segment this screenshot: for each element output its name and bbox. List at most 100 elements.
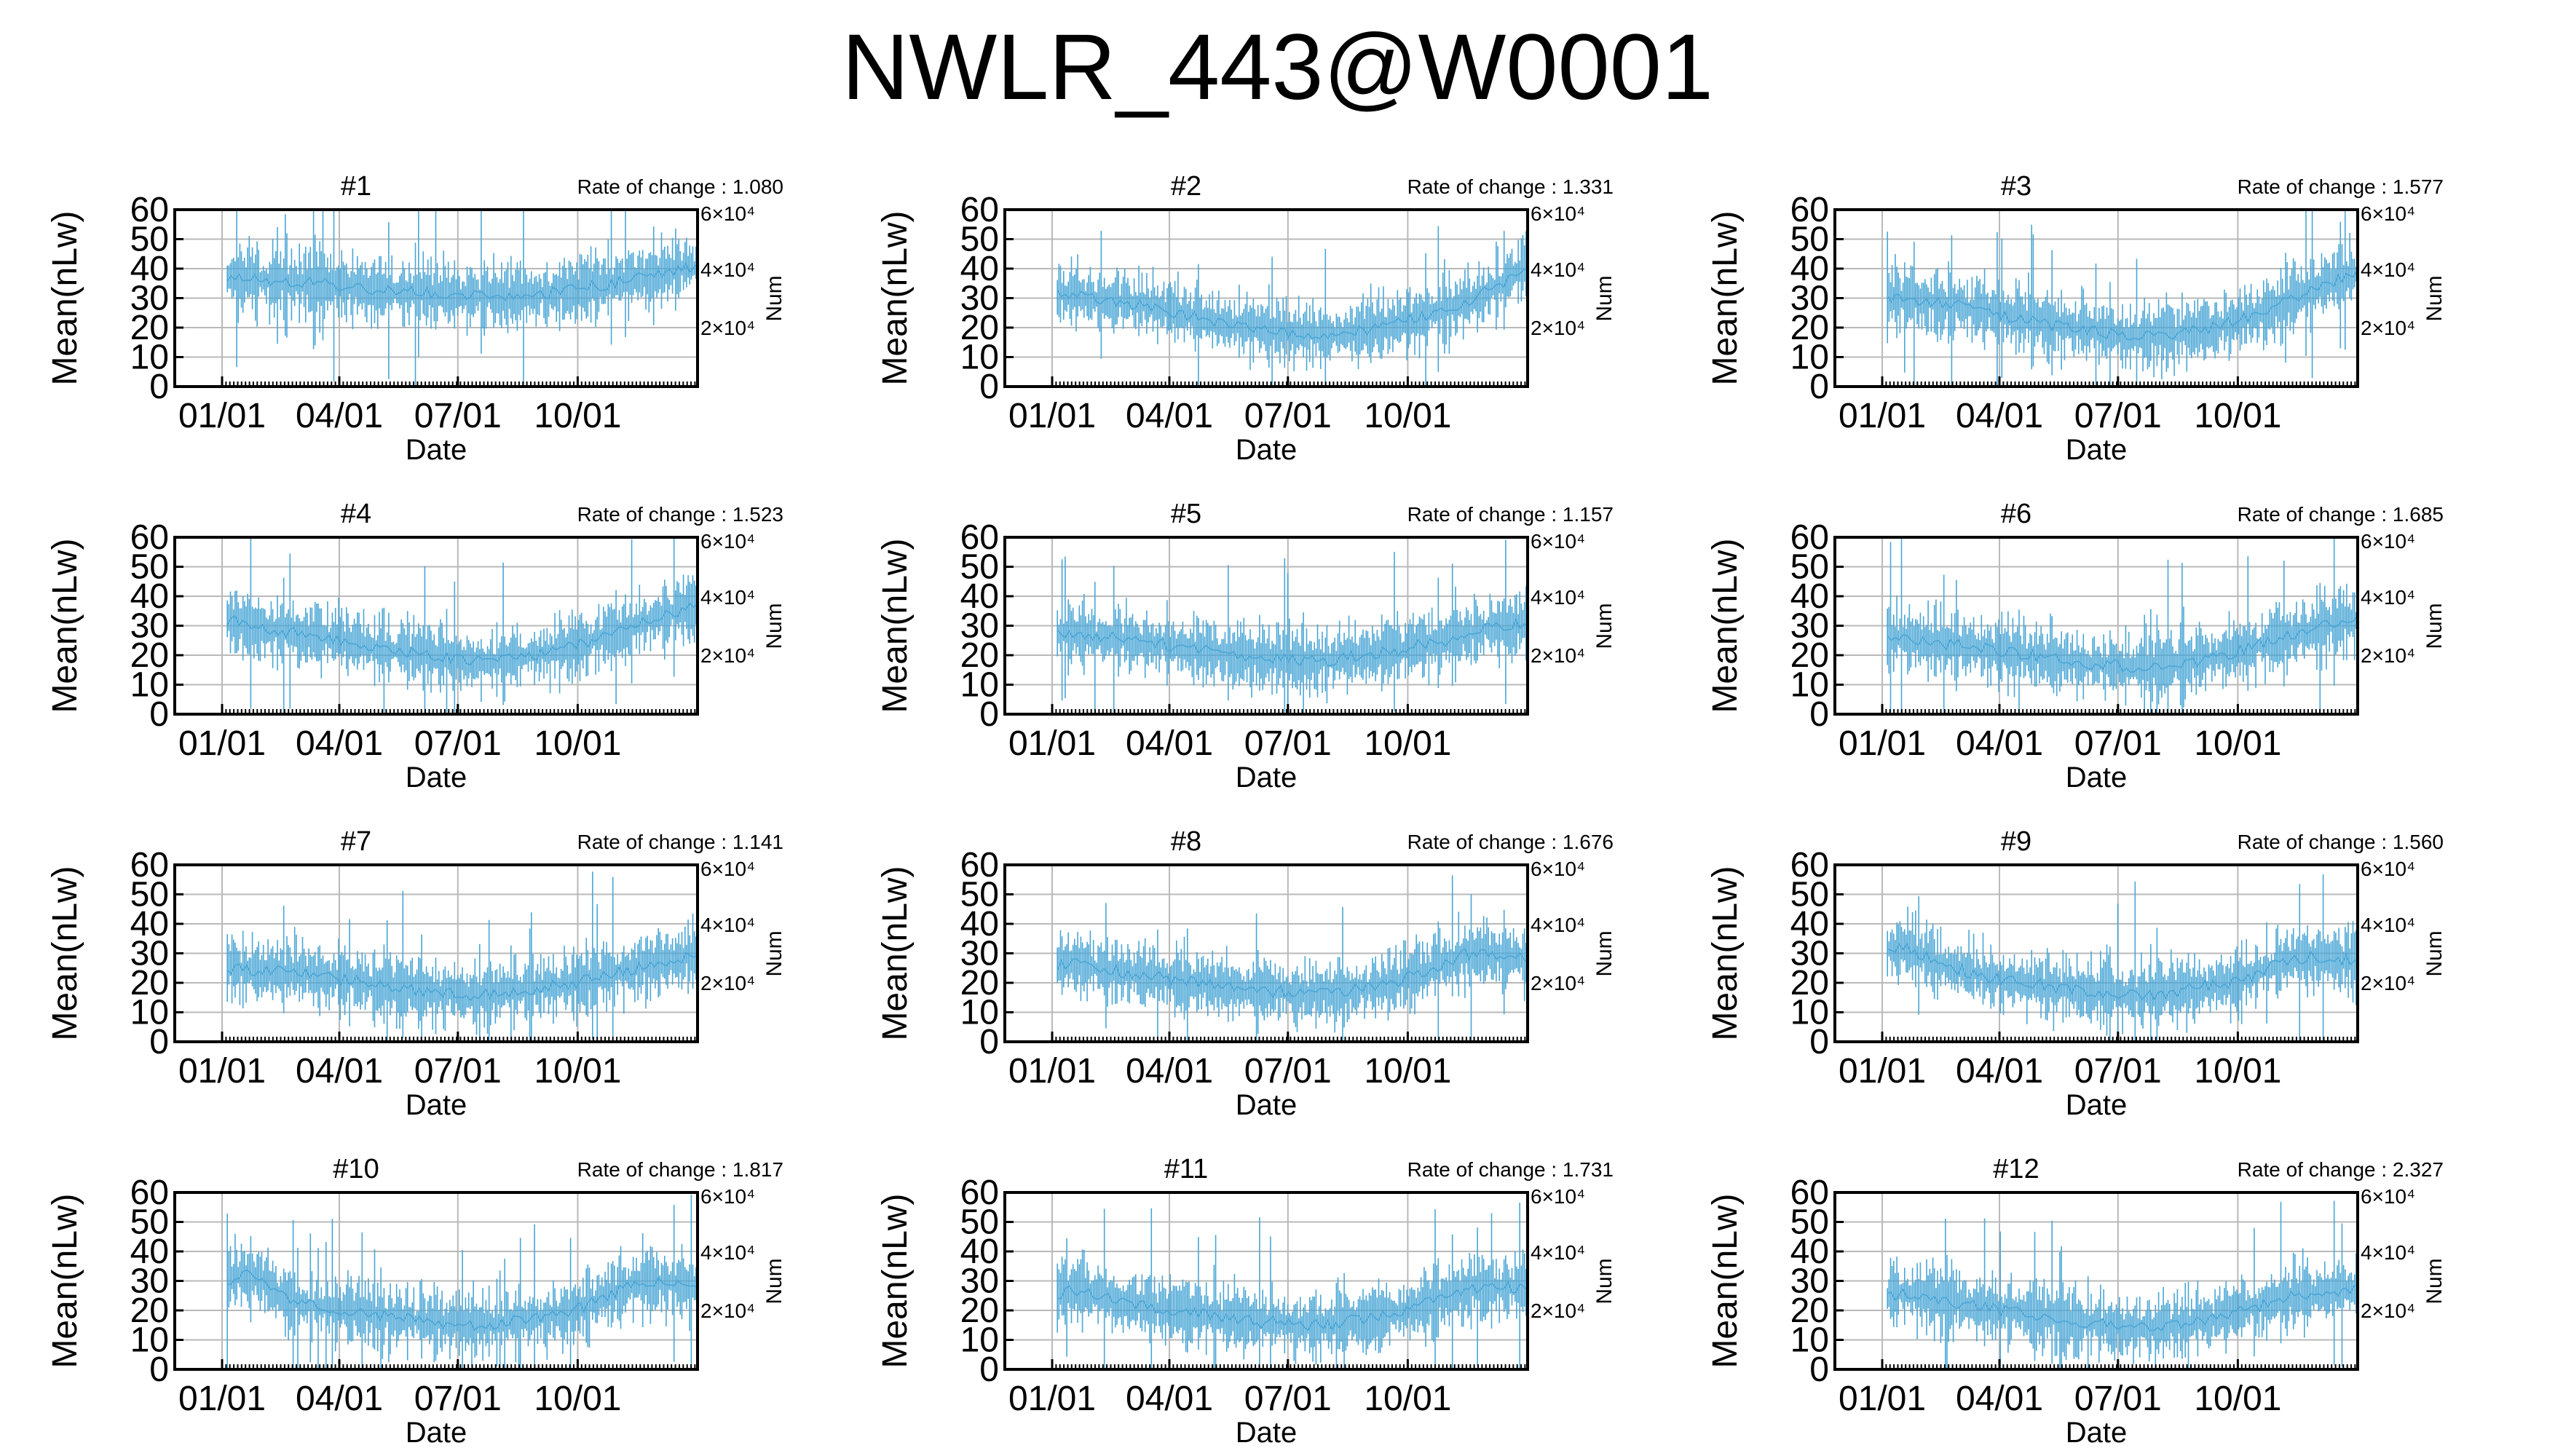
x-tick-label: 10/01 — [2194, 1380, 2281, 1418]
x-tick-label: 04/01 — [1956, 724, 2043, 763]
y-axis-label: Mean(nLw) — [1706, 210, 1745, 385]
series-error-bars — [1887, 1200, 2357, 1369]
x-tick-label: 04/01 — [1126, 724, 1213, 763]
x-tick-label: 07/01 — [2074, 397, 2162, 435]
y-tick-label: 20 — [130, 636, 169, 675]
y2-tick-label: 2×10⁴ — [2361, 972, 2415, 994]
y2-tick-label: 6×10⁴ — [1531, 858, 1585, 880]
x-tick-label: 04/01 — [1126, 1380, 1213, 1418]
x-tick-label: 10/01 — [534, 1052, 621, 1091]
y-axis-label: Mean(nLw) — [876, 866, 915, 1040]
x-axis-label: Date — [1236, 1089, 1298, 1121]
y-axis-label: Mean(nLw) — [1706, 538, 1745, 713]
y-tick-label: 10 — [960, 1321, 999, 1360]
y-tick-label: 60 — [960, 518, 999, 557]
y2-tick-label: 6×10⁴ — [1531, 530, 1585, 553]
y-tick-label: 20 — [1790, 636, 1829, 675]
y-tick-label: 40 — [1790, 1233, 1829, 1271]
y-tick-label: 30 — [960, 1262, 999, 1301]
x-tick-label: 07/01 — [414, 397, 502, 435]
x-tick-label: 04/01 — [296, 397, 383, 435]
y2-tick-label: 6×10⁴ — [2361, 858, 2415, 880]
y-tick-label: 10 — [960, 666, 999, 705]
y2-axis-label: Num — [2422, 275, 2447, 321]
y-tick-label: 50 — [1790, 221, 1829, 259]
y-tick-label: 60 — [130, 1174, 169, 1212]
y-tick-label: 60 — [960, 846, 999, 885]
rate-of-change-annotation: Rate of change : 1.141 — [577, 831, 783, 853]
y2-tick-label: 6×10⁴ — [1531, 1185, 1585, 1208]
x-tick-label: 10/01 — [1364, 724, 1451, 763]
x-tick-label: 10/01 — [534, 724, 621, 763]
y2-tick-label: 6×10⁴ — [700, 858, 755, 880]
x-tick-label: 04/01 — [296, 1380, 383, 1418]
y-tick-label: 10 — [960, 994, 999, 1032]
y-tick-label: 30 — [130, 1262, 169, 1301]
x-axis-label: Date — [1236, 434, 1298, 466]
y-tick-label: 0 — [149, 1350, 169, 1389]
y-tick-label: 0 — [979, 368, 999, 406]
y-tick-label: 30 — [130, 280, 169, 318]
y2-axis-label: Num — [762, 275, 786, 321]
y2-axis-label: Num — [1592, 603, 1616, 649]
x-axis-label: Date — [406, 1089, 467, 1121]
y-axis-label: Mean(nLw) — [46, 210, 84, 385]
x-axis-label: Date — [1236, 761, 1298, 794]
y-tick-label: 0 — [149, 368, 169, 406]
x-tick-label: 10/01 — [2194, 1052, 2281, 1091]
y-tick-label: 40 — [1790, 577, 1829, 616]
panel-title: #7 — [341, 826, 371, 857]
y2-tick-label: 6×10⁴ — [2361, 1185, 2415, 1208]
x-tick-label: 10/01 — [1364, 1380, 1451, 1418]
y-tick-label: 50 — [1790, 876, 1829, 914]
y2-tick-label: 2×10⁴ — [700, 644, 755, 667]
rate-of-change-annotation: Rate of change : 1.157 — [1407, 503, 1614, 526]
y-tick-label: 40 — [130, 905, 169, 943]
y2-tick-label: 4×10⁴ — [2361, 1241, 2415, 1264]
series-error-bars — [226, 871, 697, 1042]
y-tick-label: 50 — [960, 548, 999, 587]
x-tick-label: 10/01 — [2194, 724, 2281, 763]
series-line — [1887, 614, 2358, 673]
series-error-bars — [226, 1195, 697, 1369]
y-tick-label: 10 — [130, 339, 169, 377]
x-tick-label: 07/01 — [414, 1380, 502, 1418]
y-tick-label: 10 — [1790, 339, 1829, 377]
series-line — [1887, 268, 2358, 341]
x-tick-label: 01/01 — [1839, 1380, 1926, 1418]
series-error-bars — [1057, 1203, 1527, 1369]
y-tick-label: 40 — [960, 905, 999, 943]
x-tick-label: 01/01 — [1839, 724, 1926, 763]
y-tick-label: 20 — [960, 964, 999, 1002]
x-tick-label: 10/01 — [2194, 397, 2281, 435]
series-error-bars — [1057, 539, 1527, 714]
y2-tick-label: 4×10⁴ — [700, 586, 755, 609]
x-tick-label: 04/01 — [1956, 1052, 2043, 1091]
series-line — [1057, 947, 1528, 999]
x-axis-label: Date — [2066, 1417, 2128, 1449]
y-tick-label: 50 — [130, 876, 169, 914]
y-tick-label: 0 — [979, 1023, 999, 1061]
y-tick-label: 50 — [960, 1203, 999, 1242]
y-tick-label: 30 — [960, 280, 999, 318]
x-tick-label: 10/01 — [534, 397, 621, 435]
y2-axis-label: Num — [1592, 1258, 1616, 1304]
y-tick-label: 60 — [1790, 191, 1829, 229]
x-tick-label: 07/01 — [2074, 1380, 2162, 1418]
y2-tick-label: 4×10⁴ — [700, 914, 755, 936]
y-tick-label: 60 — [130, 518, 169, 557]
x-axis-label: Date — [2066, 1089, 2128, 1121]
series-line — [226, 951, 698, 1002]
panel-title: #1 — [341, 171, 371, 202]
series-line — [1887, 943, 2358, 1002]
y-tick-label: 0 — [1809, 1350, 1829, 1389]
y2-tick-label: 4×10⁴ — [1531, 1241, 1585, 1264]
y2-axis-label: Num — [2422, 603, 2447, 649]
y-tick-label: 40 — [130, 577, 169, 616]
x-tick-label: 04/01 — [1956, 1380, 2043, 1418]
x-tick-label: 01/01 — [1839, 1052, 1926, 1091]
panel-title: #11 — [1164, 1154, 1209, 1184]
